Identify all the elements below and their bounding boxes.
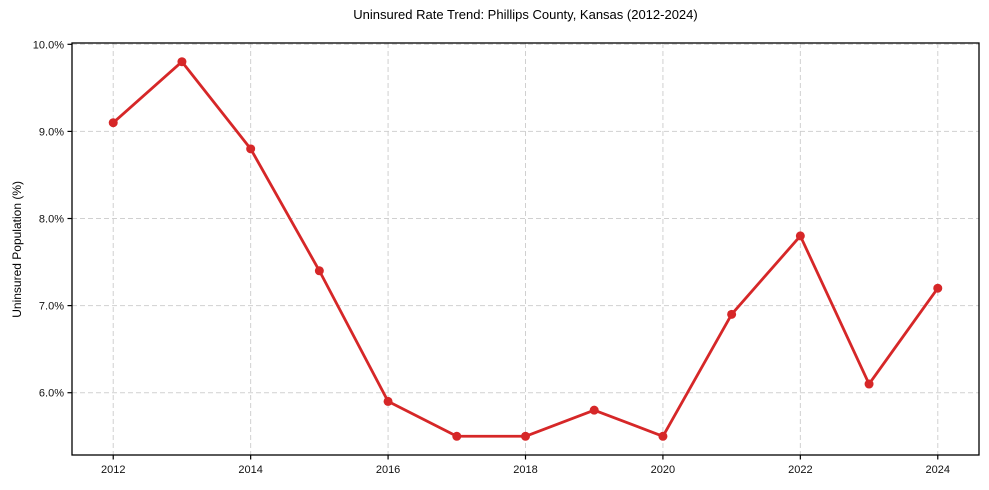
data-point	[795, 231, 805, 241]
y-tick-label: 9.0%	[39, 126, 64, 138]
data-point	[246, 144, 256, 154]
x-tick-label: 2012	[101, 464, 125, 476]
data-point	[314, 266, 324, 276]
data-point	[658, 431, 668, 441]
data-point	[452, 431, 462, 441]
y-tick-label: 7.0%	[39, 301, 64, 313]
data-point	[864, 379, 874, 389]
x-tick-label: 2018	[513, 464, 537, 476]
x-tick-label: 2020	[651, 464, 675, 476]
y-tick-label: 8.0%	[39, 214, 64, 226]
data-point	[589, 405, 599, 415]
data-point	[177, 57, 187, 67]
x-tick-label: 2014	[238, 464, 262, 476]
data-point	[933, 283, 943, 293]
x-tick-label: 2022	[788, 464, 812, 476]
data-point	[108, 118, 118, 128]
data-point	[521, 431, 530, 441]
x-tick-label: 2024	[926, 464, 950, 476]
data-point	[383, 396, 393, 406]
y-tick-label: 10.0%	[33, 39, 64, 51]
data-point	[727, 309, 737, 319]
y-tick-label: 6.0%	[39, 388, 64, 400]
x-tick-label: 2016	[376, 464, 400, 476]
chart-title: Uninsured Rate Trend: Phillips County, K…	[353, 7, 698, 22]
